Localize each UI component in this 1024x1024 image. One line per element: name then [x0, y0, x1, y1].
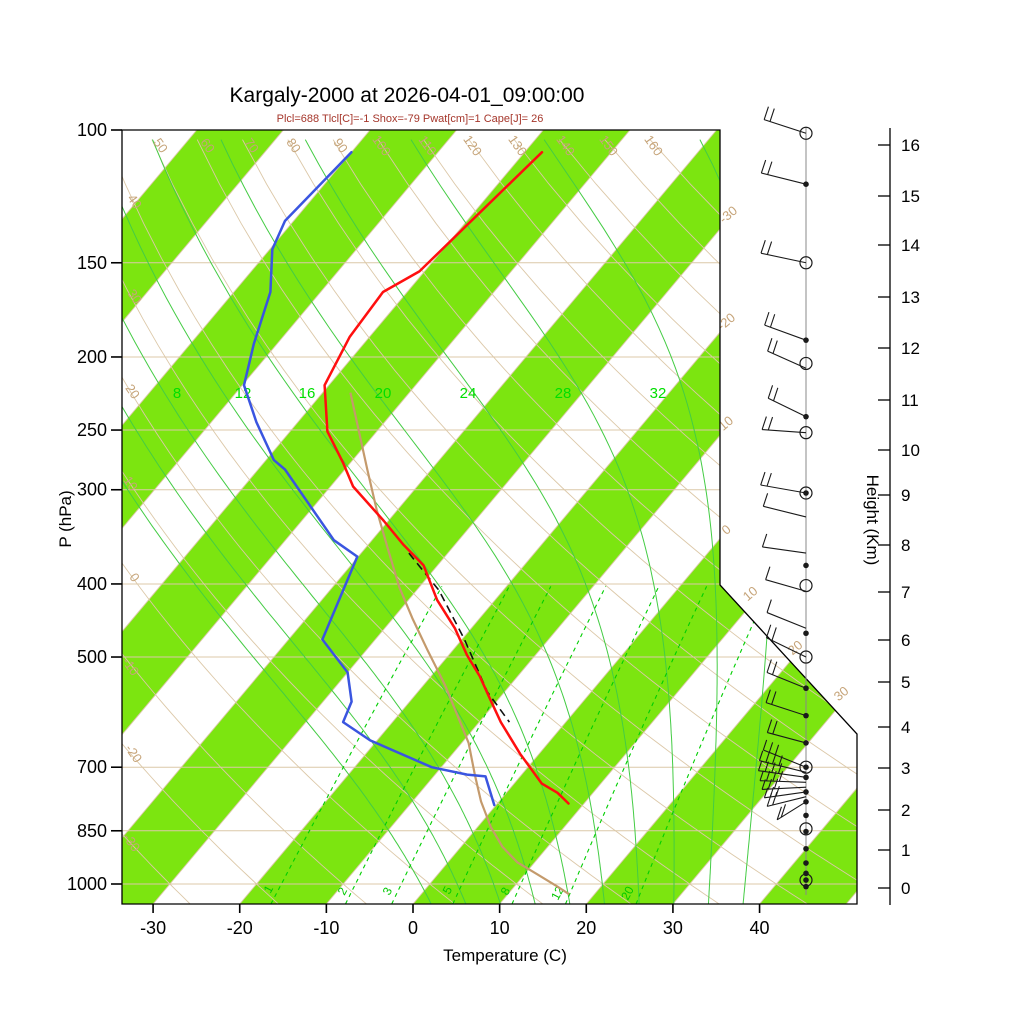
svg-text:10: 10	[120, 473, 141, 493]
svg-text:-30: -30	[140, 918, 166, 938]
mixing-ratio-lines	[270, 586, 770, 904]
svg-text:24: 24	[460, 385, 477, 402]
svg-text:5: 5	[901, 673, 910, 692]
svg-text:14: 14	[901, 236, 920, 255]
svg-text:0: 0	[901, 879, 910, 898]
svg-text:160: 160	[641, 132, 666, 158]
svg-text:28: 28	[555, 385, 572, 402]
svg-text:3: 3	[380, 885, 396, 898]
chart-subtitle: Plcl=688 Tlcl[C]=-1 Shox=-79 Pwat[cm]=1 …	[276, 113, 544, 125]
svg-text:0: 0	[719, 521, 734, 537]
svg-text:40: 40	[750, 918, 770, 938]
svg-text:13: 13	[901, 288, 920, 307]
svg-text:3: 3	[901, 759, 910, 778]
svg-text:100: 100	[77, 120, 107, 140]
svg-text:11: 11	[901, 391, 919, 410]
svg-text:80: 80	[283, 135, 304, 155]
svg-text:50: 50	[150, 135, 171, 155]
svg-text:30: 30	[663, 918, 683, 938]
svg-text:6: 6	[901, 631, 910, 650]
moist-adiabat-lines	[122, 139, 775, 904]
axes: -30 -20 -10 0 10 20 30 401001502002503004005007…	[67, 120, 920, 938]
svg-text:30: 30	[831, 683, 852, 704]
svg-text:60: 60	[197, 135, 218, 155]
temperature-curve	[323, 150, 570, 805]
svg-text:2: 2	[901, 801, 910, 820]
svg-text:8: 8	[901, 536, 910, 555]
svg-text:2: 2	[335, 885, 351, 898]
svg-text:20: 20	[122, 381, 143, 401]
svg-text:700: 700	[77, 757, 107, 777]
svg-text:9: 9	[901, 486, 910, 505]
dewpoint-curve	[242, 150, 496, 807]
svg-text:30: 30	[124, 286, 145, 306]
svg-text:300: 300	[77, 480, 107, 500]
svg-text:400: 400	[77, 574, 107, 594]
svg-text:20: 20	[618, 884, 637, 903]
wind-barbs	[757, 106, 813, 895]
svg-text:-20: -20	[227, 918, 253, 938]
svg-text:32: 32	[650, 385, 667, 402]
svg-text:200: 200	[77, 347, 107, 367]
svg-text:20: 20	[576, 918, 596, 938]
svg-text:250: 250	[77, 420, 107, 440]
plot-background	[122, 130, 857, 904]
svg-text:16: 16	[901, 136, 920, 155]
svg-text:-20: -20	[122, 741, 145, 765]
svg-text:10: 10	[901, 441, 920, 460]
svg-text:12: 12	[901, 339, 920, 358]
temperature-axis-label: Temperature (C)	[443, 946, 567, 965]
parcel-curve	[349, 392, 570, 896]
svg-text:-10: -10	[313, 918, 339, 938]
pressure-gridlines	[122, 262, 857, 885]
svg-text:500: 500	[77, 647, 107, 667]
svg-text:10: 10	[740, 583, 761, 604]
svg-text:4: 4	[901, 718, 910, 737]
svg-text:10: 10	[490, 918, 510, 938]
svg-text:8: 8	[173, 385, 181, 402]
svg-text:1: 1	[901, 841, 910, 860]
sounding-curves	[242, 150, 570, 896]
svg-text:20: 20	[375, 385, 392, 402]
svg-text:90: 90	[330, 135, 351, 155]
svg-text:1000: 1000	[67, 874, 107, 894]
svg-text:-20: -20	[714, 310, 738, 334]
chart-title: Kargaly-2000 at 2026-04-01_09:00:00	[229, 84, 585, 107]
svg-text:150: 150	[77, 253, 107, 273]
svg-text:70: 70	[241, 135, 262, 155]
svg-text:16: 16	[299, 385, 316, 402]
svg-text:15: 15	[901, 187, 920, 206]
svg-text:120: 120	[460, 132, 485, 158]
svg-text:12: 12	[548, 884, 567, 903]
svg-text:0: 0	[408, 918, 418, 938]
svg-text:40: 40	[124, 191, 145, 211]
svg-text:7: 7	[901, 583, 910, 602]
svg-text:850: 850	[77, 821, 107, 841]
